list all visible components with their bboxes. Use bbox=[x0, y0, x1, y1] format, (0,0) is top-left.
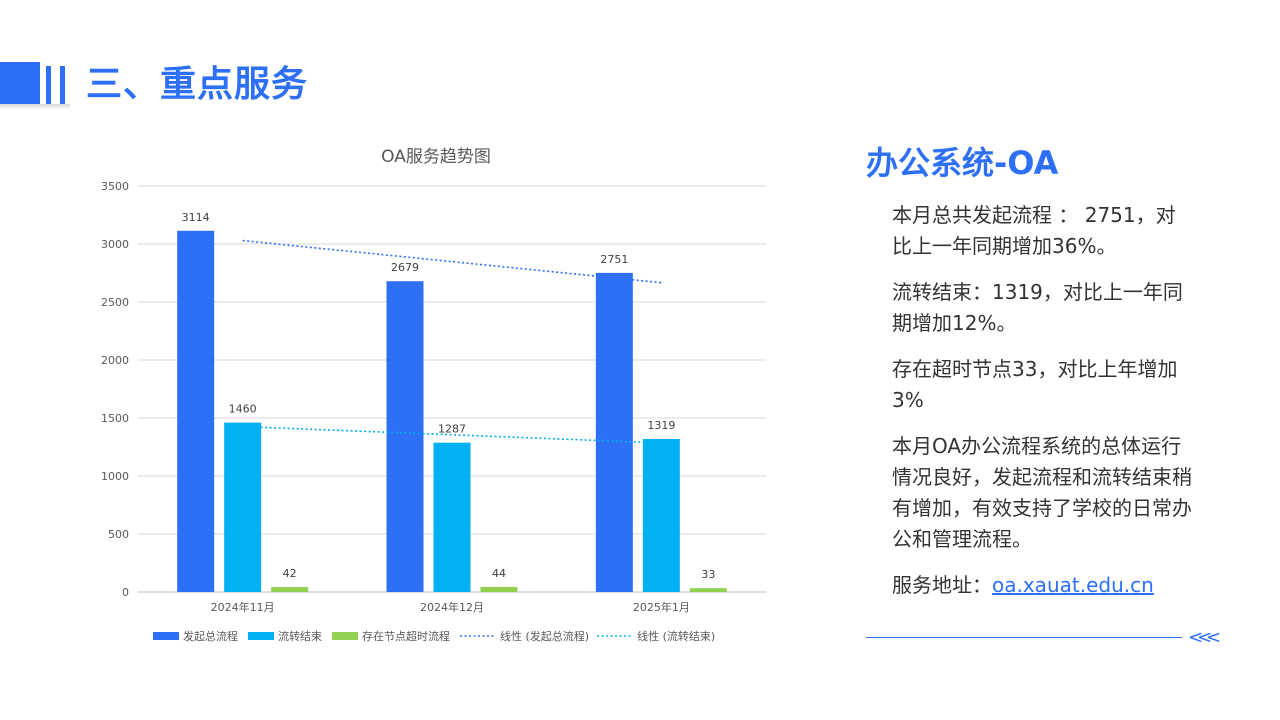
header-accent-bar bbox=[46, 66, 51, 104]
legend-entry: 线性 (发起总流程) bbox=[500, 629, 589, 643]
bar bbox=[642, 438, 680, 592]
chart-bars bbox=[177, 230, 727, 592]
header-accent-bar bbox=[60, 66, 65, 104]
y-tick-label: 2000 bbox=[101, 354, 129, 367]
legend-entry: 线性 (流转结束) bbox=[637, 629, 715, 643]
chart-title: OA服务趋势图 bbox=[381, 147, 491, 167]
panel-paragraph: 存在超时节点33，对比上年增加3% bbox=[892, 357, 1178, 412]
bar bbox=[271, 587, 309, 592]
bar bbox=[386, 281, 424, 592]
y-tick-label: 1500 bbox=[101, 412, 129, 425]
y-tick-label: 3000 bbox=[101, 238, 129, 251]
panel-paragraph: 本月OA办公流程系统的总体运行情况良好，发起流程和流转结束稍有增加，有效支持了学… bbox=[892, 434, 1192, 551]
panel-text: 本月总共发起流程 ： 2751，对比上一年同期增加36%。 流转结束：1319，… bbox=[892, 200, 1192, 616]
page-title: 三、重点服务 bbox=[86, 64, 309, 105]
chevrons-left-icon: <<< bbox=[1188, 627, 1221, 648]
panel-paragraph: 本月总共发起流程 ： 2751，对比上一年同期增加36%。 bbox=[892, 203, 1176, 258]
data-label: 1319 bbox=[647, 419, 675, 432]
legend-entry: 存在节点超时流程 bbox=[362, 629, 450, 643]
chart-legend: 发起总流程 流转结束 存在节点超时流程 线性 (发起总流程) 线性 (流转结束) bbox=[153, 629, 715, 643]
legend-swatch bbox=[332, 632, 358, 640]
x-tick-label: 2024年11月 bbox=[211, 600, 275, 614]
data-label: 44 bbox=[492, 567, 506, 580]
bar bbox=[480, 586, 518, 592]
legend-entry: 发起总流程 bbox=[183, 629, 238, 643]
panel-divider bbox=[866, 637, 1182, 638]
data-label: 42 bbox=[283, 567, 297, 580]
bar bbox=[689, 588, 727, 592]
x-tick-label: 2024年12月 bbox=[420, 600, 484, 614]
data-label: 1460 bbox=[229, 403, 257, 416]
service-address: 服务地址：oa.xauat.edu.cn bbox=[892, 570, 1192, 601]
panel-title: 办公系统-OA bbox=[866, 144, 1059, 182]
x-tick-label: 2025年1月 bbox=[633, 600, 690, 614]
bar bbox=[177, 230, 215, 592]
data-label: 3114 bbox=[182, 211, 210, 224]
y-tick-label: 2500 bbox=[101, 296, 129, 309]
panel-paragraph: 流转结束：1319，对比上一年同期增加12%。 bbox=[892, 280, 1183, 335]
oa-trend-chart: OA服务趋势图 0 500 1000 1500 2000 2500 3000 3500 2024… bbox=[101, 147, 766, 643]
y-tick-label: 3500 bbox=[101, 180, 129, 193]
legend-entry: 流转结束 bbox=[278, 629, 322, 643]
data-label: 2679 bbox=[391, 261, 419, 274]
header-accent-block bbox=[0, 62, 40, 104]
bar bbox=[433, 442, 471, 592]
data-label: 2751 bbox=[600, 253, 628, 266]
bar bbox=[224, 422, 262, 592]
service-address-label: 服务地址： bbox=[892, 573, 992, 597]
y-tick-label: 1000 bbox=[101, 470, 129, 483]
y-tick-label: 500 bbox=[108, 528, 129, 541]
bar bbox=[595, 272, 633, 592]
y-tick-label: 0 bbox=[122, 586, 129, 599]
data-label: 33 bbox=[701, 568, 715, 581]
legend-swatch bbox=[153, 632, 179, 640]
service-address-link[interactable]: oa.xauat.edu.cn bbox=[992, 573, 1154, 597]
legend-swatch bbox=[248, 632, 274, 640]
data-label: 1287 bbox=[438, 423, 466, 436]
header-shadow bbox=[0, 104, 70, 110]
chart-data-labels: 3114 2679 2751 1460 1287 1319 42 44 33 bbox=[182, 211, 716, 581]
